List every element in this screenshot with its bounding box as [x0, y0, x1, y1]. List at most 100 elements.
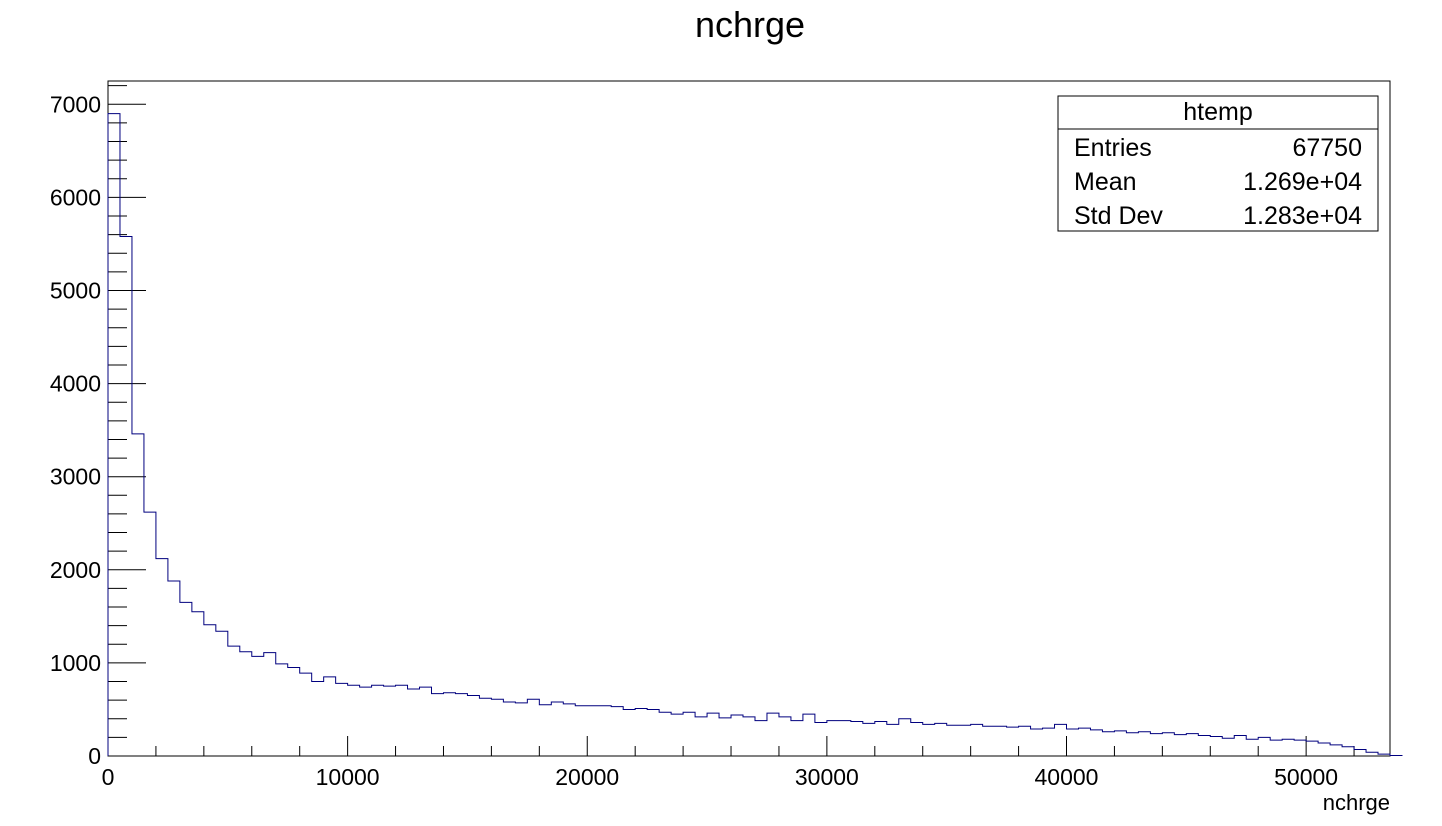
histogram-bin: [276, 664, 288, 756]
histogram-bin: [288, 668, 300, 756]
histogram-bin: [1342, 747, 1354, 756]
histogram-outline: [107, 113, 1403, 757]
histogram-bin: [695, 717, 707, 756]
histogram-bin: [899, 719, 911, 756]
stats-stddev-value: 1.283e+04: [1243, 202, 1362, 230]
histogram-bin: [995, 726, 1007, 756]
stats-mean-label: Mean: [1074, 168, 1137, 196]
histogram-bin: [791, 721, 803, 756]
histogram-bin: [971, 724, 983, 756]
histogram-bin: [1270, 740, 1282, 756]
x-tick-label: 20000: [555, 764, 619, 790]
histogram-bin: [1162, 733, 1174, 756]
histogram-bin: [1186, 734, 1198, 756]
y-tick-label: 3000: [50, 464, 101, 490]
histogram-bin: [575, 706, 587, 756]
stats-entries-label: Entries: [1074, 134, 1152, 162]
histogram-bin: [767, 713, 779, 756]
y-tick-label: 2000: [50, 557, 101, 583]
histogram-bin: [408, 689, 420, 756]
histogram-bin: [1198, 736, 1210, 756]
histogram-bin: [527, 699, 539, 756]
histogram-bin: [1078, 728, 1090, 756]
histogram-bin: [1126, 733, 1138, 756]
y-axis: 0 1000 2000 3000 4000 5000 6000 7000: [50, 85, 146, 769]
histogram-bin: [228, 646, 240, 756]
histogram-bin: [887, 724, 899, 756]
histogram-bin: [983, 726, 995, 756]
histogram-bin: [779, 717, 791, 756]
histogram-bin: [1174, 735, 1186, 756]
y-tick-label: 7000: [50, 91, 101, 117]
histogram-bin: [563, 704, 575, 756]
histogram-bin: [144, 512, 156, 756]
histogram-bin: [336, 683, 348, 756]
histogram-bin: [360, 687, 372, 756]
histogram-bin: [1330, 745, 1342, 756]
histogram-bin: [216, 631, 228, 756]
histogram-bin: [1019, 726, 1031, 756]
y-tick-label: 0: [88, 743, 101, 769]
stats-box: htemp Entries 67750 Mean 1.269e+04 Std D…: [1057, 95, 1379, 232]
histogram-bin: [1354, 749, 1366, 756]
histogram-bin: [1294, 740, 1306, 756]
histogram-bin: [551, 702, 563, 756]
histogram-bin: [300, 673, 312, 756]
histogram-bin: [204, 625, 216, 756]
histogram-bin: [1318, 743, 1330, 756]
histogram-bin: [312, 682, 324, 756]
histogram-bin: [1007, 727, 1019, 756]
y-tick-label: 5000: [50, 277, 101, 303]
histogram-bin: [396, 685, 408, 756]
histogram-bin: [180, 602, 192, 756]
histogram-bin: [324, 677, 336, 756]
histogram-bin: [168, 581, 180, 756]
histogram-bin: [1138, 732, 1150, 756]
histogram-bin: [372, 685, 384, 756]
histogram-bin: [683, 712, 695, 756]
histogram-bin: [587, 706, 599, 756]
x-axis-title: nchrge: [1323, 790, 1390, 815]
histogram-bin: [803, 714, 815, 756]
y-tick-label: 4000: [50, 371, 101, 397]
histogram-bin: [827, 721, 839, 756]
histogram-bin: [935, 723, 947, 756]
histogram-bin: [1222, 738, 1234, 756]
histogram-bin: [671, 714, 683, 756]
stats-mean-value: 1.269e+04: [1243, 168, 1362, 196]
histogram-bin: [839, 721, 851, 756]
histogram-bin: [599, 706, 611, 756]
x-tick-label: 50000: [1274, 764, 1338, 790]
histogram-bin: [1043, 728, 1055, 756]
histogram-bin: [623, 709, 635, 756]
histogram-bin: [1210, 736, 1222, 756]
histogram-bin: [108, 114, 120, 756]
histogram-bin: [755, 721, 767, 756]
histogram-bin: [1234, 736, 1246, 756]
histogram-bin: [611, 707, 623, 756]
histogram-bin: [503, 702, 515, 756]
histogram-bin: [719, 718, 731, 756]
histogram-bin: [875, 722, 887, 756]
histogram-bin: [192, 612, 204, 756]
histogram-bin: [947, 725, 959, 756]
histogram-bin: [252, 656, 264, 756]
histogram-bin: [240, 652, 252, 756]
histogram-bin: [815, 722, 827, 756]
histogram-bin: [420, 687, 432, 756]
histogram-bin: [264, 653, 276, 756]
histogram-bin: [348, 685, 360, 756]
histogram-bin: [1114, 731, 1126, 756]
histogram-bin: [443, 693, 455, 756]
histogram-bin: [1366, 752, 1378, 756]
histogram-bin: [120, 236, 132, 756]
histogram-bin: [959, 725, 971, 756]
histogram-bin: [1282, 739, 1294, 756]
histogram-bin: [863, 723, 875, 756]
histogram-bin: [156, 559, 168, 756]
histogram-bin: [539, 705, 551, 756]
y-tick-label: 1000: [50, 650, 101, 676]
histogram-bin: [467, 695, 479, 756]
histogram-bin: [1067, 729, 1079, 756]
